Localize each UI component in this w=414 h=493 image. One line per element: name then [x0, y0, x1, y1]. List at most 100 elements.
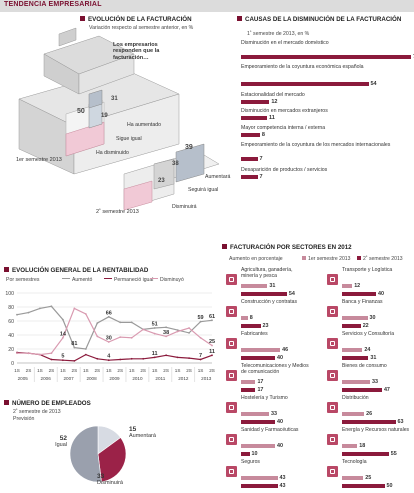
sector-value-s1: 33	[271, 411, 278, 417]
sector-icon-glyph	[229, 437, 234, 442]
sector-icon-glyph	[229, 405, 234, 410]
causa-bar	[241, 55, 411, 59]
sectores-subtitle: Aumento en porcentaje	[229, 256, 283, 262]
causa-value: 8	[261, 132, 265, 138]
x-tick-label: 2S	[72, 368, 78, 373]
series-point	[130, 336, 133, 339]
data-label: 11	[209, 349, 215, 355]
sector-bar-s1	[241, 380, 256, 384]
legend-swatch	[104, 277, 112, 279]
pie-label-disminuira: 33 Disminuirá	[97, 473, 123, 486]
x-tick-label: 2S	[94, 368, 100, 373]
causa-bar	[241, 100, 270, 104]
sector-icon-glyph	[229, 277, 234, 282]
series-point	[84, 353, 87, 356]
series-point	[153, 356, 156, 359]
series-line-2	[17, 307, 213, 356]
causa-value: 54	[370, 81, 377, 87]
sector-label: Servicios y Consultoría	[342, 331, 395, 337]
sector-icon	[226, 434, 237, 445]
sector-value-s1: 43	[279, 475, 286, 481]
sem1-aumentado-value: 31	[111, 96, 118, 102]
series-point	[153, 332, 156, 335]
sem2-label: 2˚ semestre 2013	[96, 209, 139, 215]
sector-value-s2: 54	[288, 291, 295, 297]
sem2-igual-label: Seguirá igual	[188, 187, 219, 193]
sector-icon	[327, 306, 338, 317]
sector-icon-glyph	[330, 405, 335, 410]
series-point	[16, 352, 18, 355]
series-point	[61, 359, 64, 362]
causa-bar	[241, 133, 260, 137]
sector-bar-s2	[342, 356, 369, 360]
empleados-subtitle2: Previsión	[13, 416, 35, 422]
sector-bar-s2	[342, 420, 396, 424]
sector-bar-s1	[342, 412, 365, 416]
sector-bar-s2	[342, 292, 376, 296]
legend-label: Aumentó	[72, 277, 93, 283]
header-bar: TENDENCIA EMPRESARIAL	[0, 0, 414, 12]
pie-slice	[97, 437, 127, 483]
causa-bar	[241, 82, 369, 86]
sector-value-s2: 55	[390, 451, 397, 457]
sector-bar-s2	[342, 452, 389, 456]
sector-bar-s2	[342, 484, 385, 488]
series-point	[16, 313, 18, 316]
x-tick-label: 2S	[163, 368, 169, 373]
x-tick-label: 1S	[198, 368, 204, 373]
sector-value-s2: 23	[262, 323, 269, 329]
sector-value-s2: 22	[362, 323, 369, 329]
year-label: 2010	[132, 376, 143, 381]
rentabilidad-title: EVOLUCIÓN GENERAL DE LA RENTABILIDAD	[4, 267, 148, 274]
sector-icon	[327, 370, 338, 381]
sector-icon	[327, 434, 338, 445]
sem1-disminuido-label: Ha disminuido	[96, 150, 129, 156]
sem1-aumentado-label: Ha aumentado	[127, 122, 162, 128]
causa-value: 11	[268, 115, 275, 121]
data-label: 61	[209, 314, 215, 320]
series-point	[73, 346, 76, 349]
series-point	[119, 358, 122, 361]
series-point	[176, 329, 179, 331]
year-label: 2005	[18, 376, 29, 381]
series-point	[211, 319, 213, 322]
causa-label: Disminución en el mercado doméstico	[241, 40, 329, 46]
sector-bar-s2	[241, 292, 287, 296]
causa-bar	[241, 157, 258, 161]
series-point	[73, 360, 76, 362]
sector-label: Fabricantes	[241, 331, 268, 337]
facturacion-callout: Los empresarios responden que la factura…	[113, 42, 160, 61]
pie-label-igual: 52 Igual	[55, 435, 67, 448]
sector-value-s1: 12	[354, 283, 361, 289]
sector-bar-s1	[342, 444, 358, 448]
data-label: 4	[107, 354, 111, 360]
sector-value-s1: 26	[366, 411, 373, 417]
sector-value-s1: 17	[257, 379, 264, 385]
series-point	[84, 313, 87, 315]
series-point	[199, 320, 202, 323]
x-tick-label: 1S	[152, 368, 158, 373]
data-label: 25	[209, 339, 215, 345]
series-point	[211, 344, 213, 347]
y-tick-label: 100	[5, 291, 14, 297]
y-tick-label: 20	[8, 347, 14, 353]
causas-subtitle: 1˚ semestre de 2013, en %	[247, 31, 310, 37]
sector-bar-s2	[241, 484, 278, 488]
sector-bar-s1	[241, 348, 281, 352]
data-label: 51	[152, 322, 158, 328]
sector-bar-s1	[241, 476, 278, 480]
series-point	[27, 352, 30, 355]
x-tick-label: 2S	[209, 368, 215, 373]
pie-slice	[69, 425, 102, 483]
sector-value-s2: 31	[370, 355, 377, 361]
year-label: 2009	[109, 376, 120, 381]
sem2-disminuira-value: 23	[158, 178, 165, 184]
legend-item: Disminuyó	[150, 277, 184, 283]
sector-icon-glyph	[330, 309, 335, 314]
sector-icon	[226, 370, 237, 381]
sector-label: Distribución	[342, 395, 369, 401]
empleados-title: NÚMERO DE EMPLEADOS	[4, 400, 91, 407]
sector-bar-s2	[342, 324, 361, 328]
legend-swatch	[62, 277, 70, 279]
series-point	[188, 332, 190, 334]
